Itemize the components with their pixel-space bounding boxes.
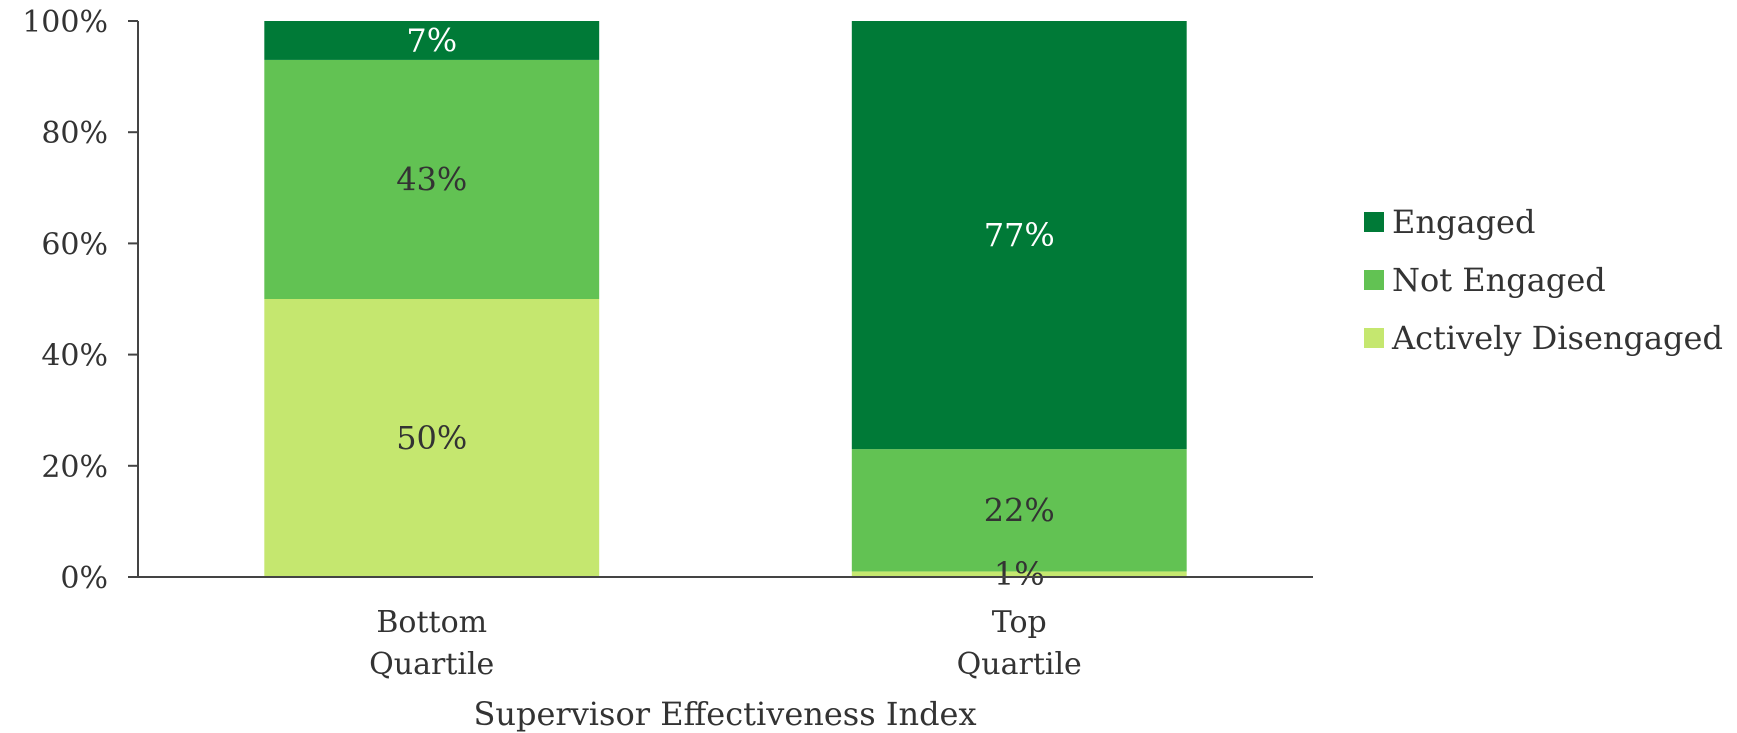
y-tick-label: 20% bbox=[41, 450, 108, 485]
y-axis: 0% 20% 40% 60% 80% 100% bbox=[22, 5, 138, 596]
bar-segment bbox=[264, 299, 600, 577]
y-tick-label: 40% bbox=[41, 339, 108, 374]
data-label: 77% bbox=[984, 216, 1055, 254]
y-tick-label: 0% bbox=[60, 561, 108, 596]
data-label: 1% bbox=[994, 555, 1045, 593]
bar-segment bbox=[264, 59, 600, 299]
data-labels: 50% 43% 7% 1% 22% 77% bbox=[396, 21, 1055, 593]
data-label: 43% bbox=[396, 160, 467, 198]
bar-segment bbox=[851, 21, 1187, 450]
y-tick-label: 60% bbox=[41, 227, 108, 262]
data-label: 22% bbox=[984, 491, 1055, 529]
legend-label: Not Engaged bbox=[1392, 261, 1606, 299]
legend-swatch bbox=[1364, 270, 1384, 290]
legend-swatch bbox=[1364, 212, 1384, 232]
y-tick-label: 80% bbox=[41, 116, 108, 151]
data-label: 50% bbox=[396, 419, 467, 457]
bars bbox=[264, 21, 1187, 577]
legend-label: Engaged bbox=[1392, 203, 1535, 241]
x-category-label: Top Quartile bbox=[957, 605, 1082, 682]
x-category-label: Bottom Quartile bbox=[369, 605, 494, 682]
legend-swatch bbox=[1364, 328, 1384, 348]
bar-segment bbox=[264, 21, 600, 60]
bar-segment bbox=[851, 449, 1187, 572]
x-axis-categories: Bottom Quartile Top Quartile bbox=[369, 605, 1082, 682]
legend: Engaged Not Engaged Actively Disengaged bbox=[1364, 203, 1723, 357]
x-axis-title: Supervisor Effectiveness Index bbox=[473, 695, 976, 733]
legend-label: Actively Disengaged bbox=[1391, 319, 1723, 357]
data-label: 7% bbox=[406, 21, 457, 59]
bar-segment bbox=[851, 571, 1187, 577]
y-tick-label: 100% bbox=[22, 5, 108, 40]
